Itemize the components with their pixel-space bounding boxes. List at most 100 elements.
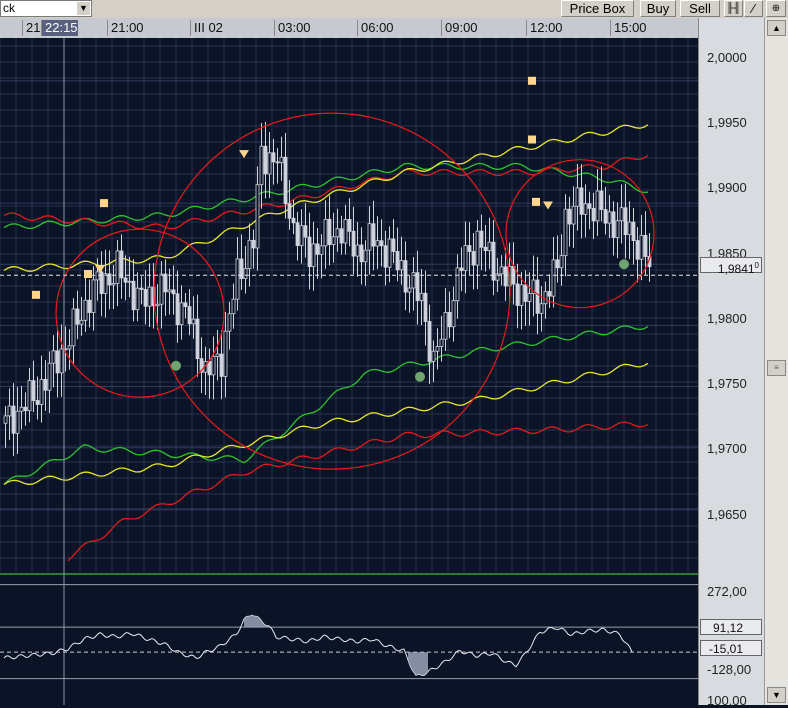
candle-body	[276, 162, 279, 163]
candle-body	[436, 347, 439, 352]
candle-body	[36, 401, 39, 405]
candle-body	[368, 224, 371, 250]
candle-body	[268, 153, 271, 174]
candle-body	[80, 320, 83, 324]
candle-body	[44, 379, 47, 390]
candle-body	[372, 224, 375, 246]
sell-button[interactable]: Sell	[680, 0, 720, 17]
candle-body	[604, 210, 607, 224]
candle-body	[392, 239, 395, 251]
candle-body	[280, 157, 283, 162]
candle-body	[500, 267, 503, 274]
candle-body	[484, 247, 487, 250]
crosshair-icon[interactable]: ⊕	[766, 0, 786, 17]
scroll-down-icon[interactable]: ▼	[767, 687, 786, 703]
candle-body	[488, 242, 491, 250]
candle-body	[636, 241, 639, 260]
candle-body	[284, 157, 287, 203]
candle-body	[76, 309, 79, 324]
candle-body	[612, 212, 615, 238]
candle-body	[624, 208, 627, 235]
candle-body	[576, 188, 579, 206]
candle-body	[616, 221, 619, 238]
pen-icon[interactable]: ⁄	[744, 0, 763, 17]
chart-background	[0, 38, 698, 705]
candle-body	[564, 209, 567, 255]
candle-body	[272, 153, 275, 162]
time-label: 09:00	[441, 20, 478, 36]
candle-body	[136, 288, 139, 310]
price-box-button[interactable]: Price Box	[561, 0, 634, 17]
candle-body	[456, 268, 459, 301]
candle-body	[224, 331, 227, 376]
candle-body	[608, 212, 611, 223]
candle-body	[320, 246, 323, 254]
price-tick: 1,9700	[707, 441, 747, 456]
scroll-thumb[interactable]: ≡	[767, 360, 786, 376]
candle-body	[452, 301, 455, 327]
current-price-suffix: 0	[755, 261, 759, 270]
candle-body	[404, 261, 407, 293]
candle-body	[160, 274, 163, 304]
candle-body	[72, 309, 75, 346]
candle-body	[292, 218, 295, 223]
candle-body	[544, 292, 547, 304]
signal-dot-marker	[415, 372, 425, 382]
candle-body	[156, 304, 159, 306]
candle-body	[176, 294, 179, 325]
candle-body	[196, 319, 199, 358]
candle-body	[28, 381, 31, 411]
current-price-value: 1,9841	[718, 262, 755, 276]
time-axis: 21 22:15 21:00 III 02 03:00 06:00 09:00 …	[0, 18, 698, 39]
price-tick: 2,0000	[707, 50, 747, 65]
indicator-tag: -15,01	[700, 640, 762, 656]
time-label: 06:00	[357, 20, 394, 36]
indicator-tick: 272,00	[707, 584, 747, 599]
bars-icon[interactable]: ╟╢	[724, 0, 743, 17]
candle-body	[568, 209, 571, 224]
candle-body	[516, 284, 519, 306]
scroll-up-icon[interactable]: ▲	[767, 20, 786, 36]
candle-body	[124, 278, 127, 282]
candle-body	[428, 321, 431, 361]
candle-body	[472, 252, 475, 266]
candle-body	[352, 231, 355, 256]
candle-body	[620, 208, 623, 221]
candle-body	[560, 256, 563, 268]
candle-body	[388, 239, 391, 267]
candle-body	[548, 292, 551, 297]
symbol-input[interactable]: ck ▼	[0, 0, 92, 17]
price-chart[interactable]	[0, 38, 698, 705]
candle-body	[96, 272, 99, 280]
current-price-tag: 1,98410	[700, 257, 762, 273]
candle-body	[168, 290, 171, 292]
candle-body	[440, 339, 443, 346]
candle-body	[88, 300, 91, 312]
candle-body	[332, 237, 335, 245]
candle-body	[640, 235, 643, 259]
candle-body	[84, 300, 87, 320]
time-label: 12:00	[526, 20, 563, 36]
chevron-down-icon[interactable]: ▼	[77, 2, 90, 15]
price-tick: 1,9750	[707, 376, 747, 391]
candle-body	[148, 287, 151, 306]
candle-body	[468, 246, 471, 252]
candle-body	[596, 191, 599, 221]
candle-body	[396, 251, 399, 269]
candle-body	[644, 235, 647, 256]
signal-square-marker	[100, 199, 108, 207]
candle-body	[524, 285, 527, 302]
vertical-scrollbar[interactable]: ▲ ≡ ▼	[764, 18, 788, 705]
time-label: III 02	[190, 20, 223, 36]
candle-body	[364, 250, 367, 262]
candle-body	[408, 288, 411, 292]
candle-body	[248, 240, 251, 268]
candle-body	[172, 290, 175, 294]
symbol-value: ck	[3, 1, 15, 15]
buy-button[interactable]: Buy	[640, 0, 676, 17]
candle-body	[380, 241, 383, 246]
signal-square-marker	[528, 136, 536, 144]
candle-body	[432, 351, 435, 361]
candle-body	[528, 294, 531, 302]
indicator-tick: 100,00	[707, 693, 747, 708]
